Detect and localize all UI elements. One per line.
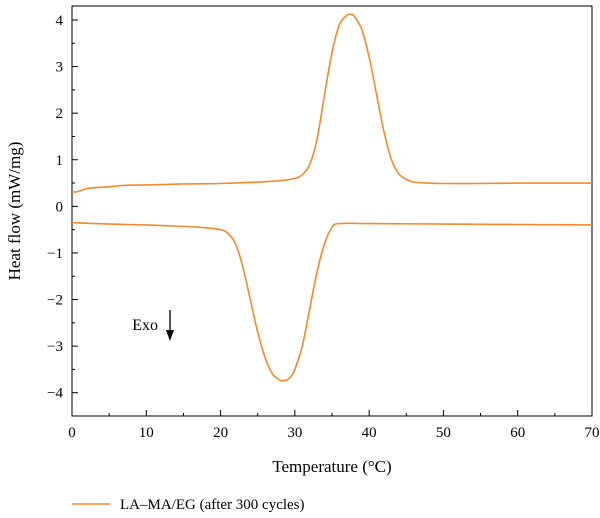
y-tick-label: −3 [47, 339, 63, 355]
heating-curve-line [71, 13, 592, 193]
plot-frame [71, 5, 593, 417]
legend: LA–MA/EG (after 300 cycles) [72, 497, 305, 513]
y-tick-label: 2 [56, 106, 64, 122]
cooling-curve-line [71, 221, 593, 382]
x-tick-label: 40 [362, 425, 377, 441]
y-tick-label: −1 [47, 246, 63, 262]
y-tick-label: 1 [56, 153, 64, 169]
x-tick-label: 0 [68, 425, 76, 441]
x-axis-title: Temperature (°C) [272, 457, 391, 476]
y-tick-label: 3 [56, 60, 64, 76]
y-tick-label: 0 [56, 199, 64, 215]
x-tick-label: 10 [139, 425, 154, 441]
x-tick-label: 70 [585, 425, 600, 441]
legend-label: LA–MA/EG (after 300 cycles) [120, 497, 305, 513]
x-tick-label: 30 [287, 425, 302, 441]
x-tick-label: 60 [510, 425, 525, 441]
y-tick-label: −4 [47, 386, 63, 402]
axis-ticks: 0 10 20 30 40 50 60 70 −4 −3 −2 −1 0 1 2 3 4 [47, 13, 599, 441]
y-axis-title: Heat flow (mW/mg) [5, 142, 24, 281]
y-tick-label: −2 [47, 293, 63, 309]
exo-arrow-icon [166, 310, 174, 341]
exo-annotation-label: Exo [132, 317, 158, 334]
y-tick-label: 4 [56, 13, 64, 29]
x-tick-label: 50 [436, 425, 451, 441]
x-tick-label: 20 [213, 425, 228, 441]
series-layer [71, 13, 593, 382]
